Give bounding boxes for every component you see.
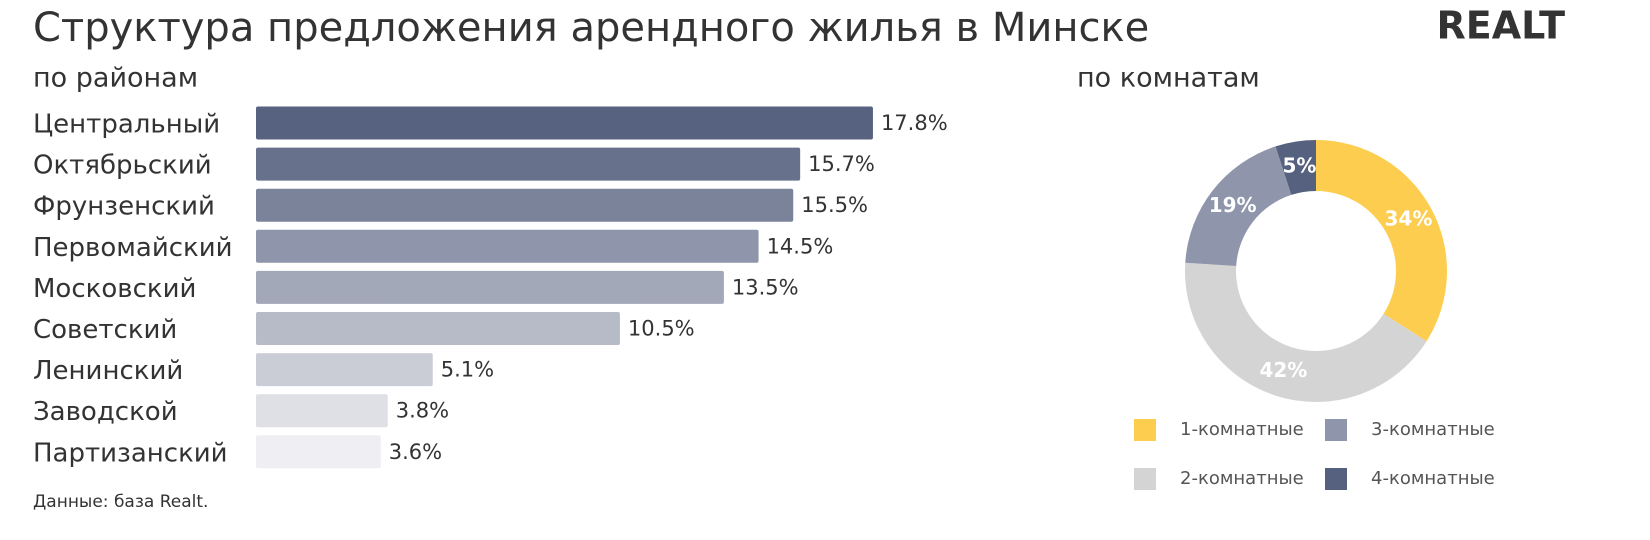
legend-label: 2-комнатные	[1180, 468, 1304, 489]
segment-label: 5%	[1283, 153, 1317, 177]
source: Данные: база Realt.	[33, 492, 208, 512]
bar-subtitle: по районам	[33, 63, 198, 94]
donut-segment	[1185, 262, 1427, 402]
value-label: 15.5%	[801, 193, 868, 217]
donut-subtitle: по комнатам	[1077, 63, 1260, 94]
donut-segment	[1275, 140, 1316, 195]
legend-label: 1-комнатные	[1180, 419, 1304, 440]
category-label: Октябрьский	[33, 151, 212, 181]
bar	[256, 435, 381, 469]
bar	[256, 394, 388, 428]
bar	[256, 229, 759, 263]
bar	[256, 270, 724, 304]
legend-swatch	[1325, 468, 1347, 490]
category-label: Заводской	[33, 397, 178, 427]
value-label: 3.8%	[396, 399, 449, 423]
legend-label: 3-комнатные	[1371, 419, 1495, 440]
value-label: 3.6%	[389, 440, 442, 464]
category-label: Фрунзенский	[33, 192, 215, 222]
legend-label: 4-комнатные	[1371, 468, 1495, 489]
value-label: 10.5%	[628, 317, 695, 341]
value-label: 14.5%	[767, 234, 834, 258]
bar	[256, 106, 873, 140]
category-label: Ленинский	[33, 356, 183, 386]
logo: REALT	[1437, 4, 1566, 48]
category-label: Центральный	[33, 110, 220, 140]
legend-swatch	[1134, 468, 1156, 490]
bar	[256, 312, 620, 345]
value-label: 17.8%	[881, 111, 948, 135]
value-label: 13.5%	[732, 275, 799, 299]
donut-segment	[1316, 140, 1447, 342]
bar	[256, 188, 794, 222]
bar	[256, 353, 433, 387]
chart-title: Структура предложения арендного жилья в …	[33, 5, 1149, 51]
segment-label: 19%	[1209, 193, 1257, 217]
value-label: 15.7%	[808, 152, 875, 176]
category-label: Первомайский	[33, 233, 233, 263]
category-label: Московский	[33, 274, 196, 304]
category-label: Партизанский	[33, 438, 228, 468]
segment-label: 34%	[1385, 207, 1433, 231]
category-label: Советский	[33, 315, 177, 345]
bar	[256, 147, 801, 181]
donut-segment	[1185, 146, 1292, 266]
value-label: 5.1%	[441, 358, 494, 382]
legend-swatch	[1325, 419, 1347, 441]
segment-label: 42%	[1259, 358, 1307, 382]
legend-swatch	[1134, 419, 1156, 441]
